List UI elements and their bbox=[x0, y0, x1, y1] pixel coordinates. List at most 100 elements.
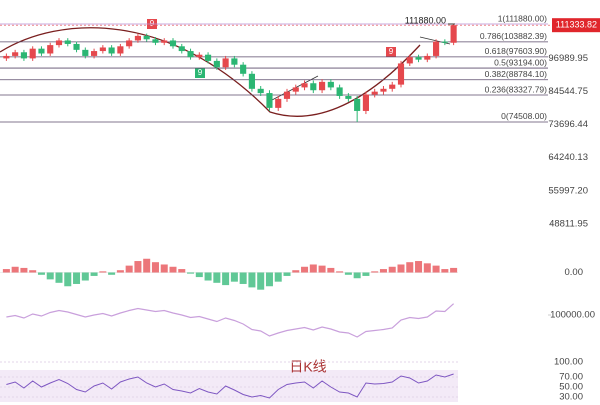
candle-body bbox=[55, 40, 63, 46]
macd-bar bbox=[222, 272, 230, 286]
fib-label: 0.786(103882.39) bbox=[480, 31, 547, 41]
candle-body bbox=[196, 54, 203, 58]
candle-body bbox=[99, 47, 106, 52]
y-tick-label: 30.00 bbox=[559, 392, 583, 403]
macd-bar bbox=[11, 266, 19, 273]
candle-body bbox=[143, 35, 150, 40]
candle-body bbox=[275, 98, 282, 108]
macd-bar bbox=[441, 269, 449, 273]
macd-bar bbox=[362, 272, 370, 276]
macd-bar bbox=[2, 269, 10, 273]
candle-body bbox=[248, 73, 255, 89]
candle-body bbox=[310, 83, 317, 91]
macd-bar bbox=[64, 272, 72, 287]
macd-bar bbox=[239, 272, 247, 284]
candle-body bbox=[283, 91, 291, 99]
watermark: 日K线 bbox=[289, 359, 326, 375]
candle-body bbox=[126, 40, 133, 47]
macd-bar bbox=[248, 272, 256, 288]
macd-bar bbox=[415, 261, 423, 273]
candle-body bbox=[231, 58, 238, 65]
macd-bar bbox=[195, 272, 203, 278]
macd-bar bbox=[125, 265, 133, 273]
candle-body bbox=[134, 35, 141, 41]
candle-body bbox=[82, 49, 89, 56]
high-label: 111880.00 bbox=[405, 15, 446, 25]
y-tick-label: 73696.44 bbox=[548, 119, 588, 130]
candle-body bbox=[161, 40, 168, 43]
macd-bar bbox=[406, 262, 414, 273]
macd-bar bbox=[178, 269, 186, 273]
macd-bar bbox=[257, 272, 265, 290]
macd-bar bbox=[29, 270, 37, 273]
td-marker: 9 bbox=[389, 47, 394, 56]
candle-body bbox=[178, 46, 185, 52]
macd-bar bbox=[108, 272, 116, 275]
macd-bar bbox=[344, 272, 352, 275]
price-line bbox=[6, 303, 455, 338]
macd-bar bbox=[336, 271, 344, 273]
candle-body bbox=[336, 87, 343, 96]
macd-bar bbox=[274, 272, 282, 282]
macd-bar bbox=[432, 265, 440, 273]
macd-bar bbox=[81, 272, 89, 281]
macd-bar bbox=[90, 272, 98, 276]
macd-bar bbox=[116, 270, 124, 273]
y-tick-label: 70.00 bbox=[559, 372, 583, 383]
y-tick-label: 64240.13 bbox=[548, 152, 588, 163]
candle-body bbox=[38, 48, 45, 54]
macd-bar bbox=[134, 261, 142, 273]
y-tick-label: 48811.95 bbox=[549, 218, 588, 229]
macd-bar bbox=[318, 265, 326, 273]
candle-body bbox=[169, 40, 177, 47]
y-tick-label: 100000.00 bbox=[550, 310, 595, 321]
macd-bar bbox=[160, 264, 168, 273]
candle-body bbox=[354, 98, 361, 111]
candle-body bbox=[301, 83, 308, 88]
candle-body bbox=[108, 47, 115, 54]
candle-body bbox=[257, 88, 264, 94]
candle-body bbox=[266, 93, 273, 108]
macd-bar bbox=[99, 271, 107, 273]
macd-bar bbox=[283, 272, 291, 276]
macd-bar bbox=[151, 262, 159, 273]
y-tick-label: 50.00 bbox=[559, 382, 583, 393]
macd-bar bbox=[397, 264, 405, 273]
fib-label: 0.236(83327.79) bbox=[485, 84, 548, 94]
candle-body bbox=[117, 46, 124, 54]
macd-bar bbox=[143, 258, 151, 273]
candle-body bbox=[450, 25, 457, 43]
candle-body bbox=[213, 60, 220, 68]
macd-bar bbox=[388, 266, 396, 273]
candle-body bbox=[389, 84, 396, 89]
fib-label: 0.618(97603.90) bbox=[485, 46, 548, 56]
macd-bar bbox=[292, 270, 300, 273]
candle-body bbox=[380, 88, 387, 92]
candle-body bbox=[47, 45, 54, 54]
candle-body bbox=[441, 41, 448, 43]
current-price-badge bbox=[552, 18, 600, 33]
rsi-line bbox=[6, 373, 454, 399]
td-marker-box bbox=[195, 68, 205, 78]
fib-label: 0.5(93194.00) bbox=[494, 57, 547, 67]
candle-body bbox=[397, 63, 405, 85]
candle-body bbox=[240, 64, 247, 74]
macd-bar bbox=[37, 272, 45, 275]
y-tick-label: 84544.75 bbox=[548, 86, 588, 97]
candle-body bbox=[73, 43, 80, 50]
td-marker-box bbox=[386, 47, 396, 57]
macd-bar bbox=[169, 266, 177, 273]
candle-body bbox=[64, 40, 71, 44]
macd-bar bbox=[230, 272, 238, 282]
candle-body bbox=[29, 48, 36, 59]
y-tick-label: 0.00 bbox=[565, 267, 584, 278]
macd-bar bbox=[213, 272, 221, 283]
y-tick-label: 55997.20 bbox=[548, 185, 588, 196]
candle-body bbox=[152, 39, 159, 43]
candle-body bbox=[424, 55, 431, 60]
candle-body bbox=[91, 51, 98, 56]
macd-bar bbox=[46, 272, 54, 280]
current-price: 111333.82 bbox=[556, 20, 597, 30]
macd-bar bbox=[450, 267, 458, 273]
